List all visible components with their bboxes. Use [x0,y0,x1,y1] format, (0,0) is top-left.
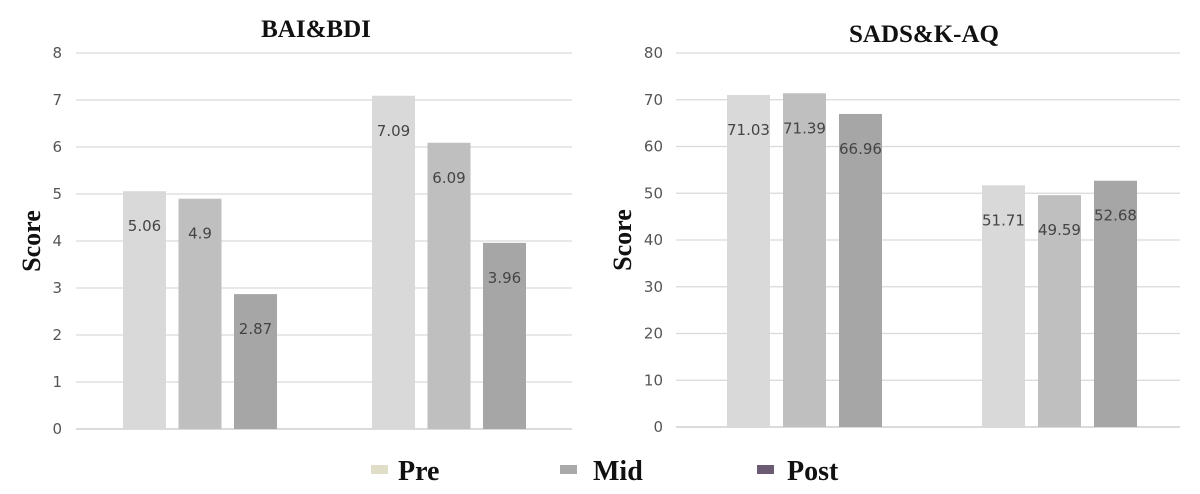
chart1-title: BAI&BDI [261,16,371,43]
chart1-y-tick-label: 6 [52,138,62,156]
chart1-data-label-pre: 7.09 [377,122,410,140]
chart2-y-tick-label: 10 [644,371,663,389]
chart2-y-tick-label: 40 [644,231,663,249]
chart2-bar-mid [783,93,826,428]
chart1-y-axis-label: Score [17,210,46,272]
chart1-data-label-mid: 6.09 [432,169,465,187]
chart2-data-label-pre: 71.03 [727,121,770,139]
chart2-y-tick-label: 70 [644,91,663,109]
chart2-data-label-mid: 49.59 [1038,221,1081,239]
chart2-y-tick-label: 0 [653,418,663,436]
chart1-y-tick-label: 8 [52,44,62,62]
chart2-data-label-post: 52.68 [1094,207,1137,225]
chart1-y-tick-label: 7 [52,91,62,109]
chart2-y-tick-label: 50 [644,184,663,202]
chart2-y-tick-label: 80 [644,44,663,62]
chart1-y-tick-label: 2 [52,326,62,344]
chart2-y-tick-label: 60 [644,138,663,156]
legend-label-post: Post [787,456,839,487]
chart1-y-tick-label: 1 [52,373,62,391]
chart1-data-label-post: 2.87 [239,320,272,338]
legend-swatch-post [757,465,774,474]
chart2-bar-post [1094,180,1137,427]
chart1-bar-post [234,294,277,429]
chart1-y-tick-label: 4 [52,232,62,250]
chart2-bar-pre [982,185,1025,427]
chart2-bar-mid [1038,195,1081,427]
legend-label-pre: Pre [398,456,439,487]
chart1-bar-pre [372,95,415,430]
chart2-bar-post [839,113,882,427]
chart1-y-tick-label: 0 [52,420,62,438]
chart1-data-label-post: 3.96 [488,269,521,287]
chart1-y-tick-label: 5 [52,185,62,203]
legend-label-mid: Mid [593,456,643,487]
chart1-y-tick-label: 3 [52,279,62,297]
chart2-title: SADS&K-AQ [849,21,999,48]
chart2-y-tick-label: 20 [644,325,663,343]
chart1-bar-mid [178,198,222,429]
chart1-data-label-pre: 5.06 [128,217,161,235]
chart2-bar-pre [727,94,770,427]
chart2-data-label-post: 66.96 [839,140,882,158]
legend-swatch-pre [371,465,388,474]
chart1-data-label-mid: 4.9 [188,225,212,243]
chart1-bar-pre [123,191,166,429]
chart2-y-tick-label: 30 [644,278,663,296]
legend-swatch-mid [560,465,577,474]
chart2-data-label-mid: 71.39 [783,119,826,137]
chart2-data-label-pre: 51.71 [982,211,1025,229]
chart2-y-axis-label: Score [608,209,637,271]
chart1-bar-post [483,242,526,429]
chart1-bar-mid [427,142,471,429]
